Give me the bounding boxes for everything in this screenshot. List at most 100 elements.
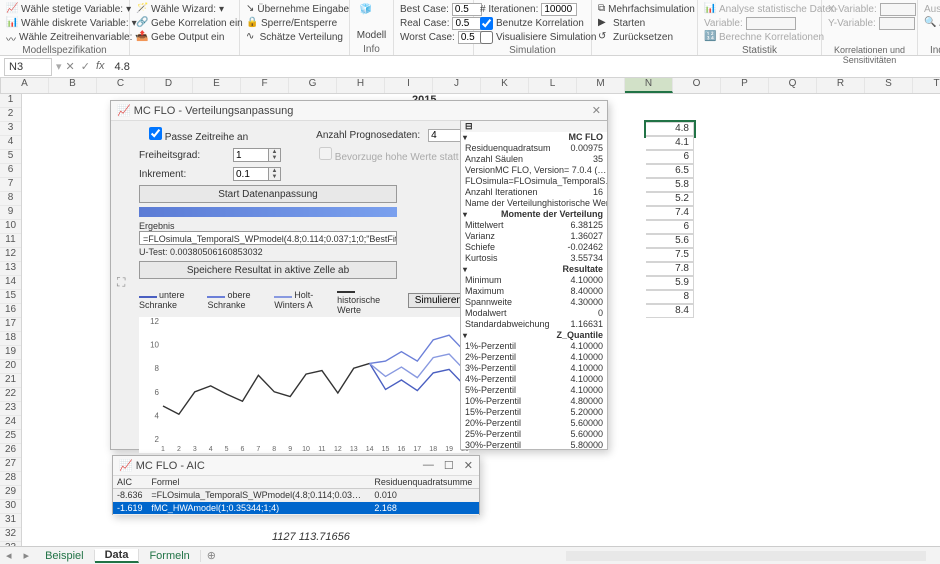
hscroll[interactable] — [566, 551, 926, 561]
ergebnis-output: =FLOsimula_TemporalS_WPmodel(4.8;0.114;0… — [139, 231, 397, 245]
col-T[interactable]: T — [913, 78, 940, 93]
svg-text:12: 12 — [334, 446, 342, 453]
cell-N14[interactable]: 5.9 — [646, 276, 694, 290]
minimize-icon[interactable]: — — [423, 459, 434, 472]
tab-add[interactable]: ⊕ — [201, 549, 222, 562]
col-S[interactable]: S — [865, 78, 913, 93]
ribbon-zeitreihe[interactable]: 〰Wähle Zeitreihenvariable:▾ — [6, 30, 123, 44]
svg-text:13: 13 — [350, 446, 358, 453]
col-P[interactable]: P — [721, 78, 769, 93]
svg-text:18: 18 — [429, 446, 437, 453]
cell-N10[interactable]: 6 — [646, 220, 694, 234]
col-L[interactable]: L — [529, 78, 577, 93]
svg-text:10: 10 — [150, 341, 159, 350]
fx-icon[interactable]: fx — [96, 60, 105, 73]
benutze-korrelation-check[interactable] — [480, 17, 493, 30]
svg-text:12: 12 — [150, 317, 159, 326]
cell-N16[interactable]: 8.4 — [646, 304, 694, 318]
formula-value[interactable]: 4.8 — [115, 61, 130, 73]
name-box[interactable]: N3 — [4, 58, 52, 76]
svg-text:17: 17 — [413, 446, 421, 453]
col-C[interactable]: C — [97, 78, 145, 93]
table-row[interactable]: -8.636=FLOsimula_TemporalS_WPmodel(4.8;0… — [113, 489, 479, 502]
inkrement-input[interactable] — [233, 167, 269, 181]
speichere-resultat-button[interactable]: Speichere Resultat in aktive Zelle ab — [139, 261, 397, 279]
freiheitsgrad-input[interactable] — [233, 148, 269, 162]
play-icon: ▶ — [598, 17, 610, 29]
formula-bar: N3 ▾ ✕✓fx 4.8 — [0, 56, 940, 78]
expand-icon[interactable]: ⛶ — [117, 275, 125, 290]
cell-N3[interactable]: 4.8 — [646, 122, 694, 136]
svg-text:3: 3 — [193, 446, 197, 453]
ribbon-output-ein[interactable]: 📤Gebe Output ein — [136, 30, 233, 44]
cell-N8[interactable]: 5.2 — [646, 192, 694, 206]
bars-icon: 📊 — [6, 17, 18, 29]
col-O[interactable]: O — [673, 78, 721, 93]
table-row[interactable]: -1.619fMC_HWAmodel(1;0.35344;1;4)2.168 — [113, 502, 479, 515]
ribbon-korrelation-ein[interactable]: 🔗Gebe Korrelation ein — [136, 16, 233, 30]
col-E[interactable]: E — [193, 78, 241, 93]
cell-N7[interactable]: 5.8 — [646, 178, 694, 192]
start-datenanpassung-button[interactable]: Start Datenanpassung — [139, 185, 397, 203]
maximize-icon[interactable]: ☐ — [444, 459, 454, 472]
col-D[interactable]: D — [145, 78, 193, 93]
svg-text:6: 6 — [241, 446, 245, 453]
cell-N9[interactable]: 7.4 — [646, 206, 694, 220]
accept-icon[interactable]: ✓ — [81, 60, 90, 73]
svg-text:4: 4 — [155, 411, 160, 420]
info-panel: ⊟ MC FLO Residuenquadratsum0.00975Anzahl… — [460, 120, 608, 450]
cell-N4[interactable]: 4.1 — [646, 136, 694, 150]
col-A[interactable]: A — [1, 78, 49, 93]
ribbon-wizard[interactable]: 🪄Wähle Wizard:▾ — [136, 2, 233, 16]
svg-text:16: 16 — [398, 446, 406, 453]
tab-nav-next[interactable]: ▸ — [18, 549, 36, 562]
svg-text:11: 11 — [318, 446, 325, 453]
curve-icon: 📈 — [6, 3, 18, 15]
tab-nav-prev[interactable]: ◂ — [0, 549, 18, 562]
svg-text:10: 10 — [302, 446, 310, 453]
forecast-chart: 246810121234567891011121314151617181920 — [139, 317, 469, 453]
col-H[interactable]: H — [337, 78, 385, 93]
iterationen-input[interactable] — [541, 3, 577, 16]
cell-N15[interactable]: 8 — [646, 290, 694, 304]
col-B[interactable]: B — [49, 78, 97, 93]
col-F[interactable]: F — [241, 78, 289, 93]
cell-N13[interactable]: 7.8 — [646, 262, 694, 276]
col-G[interactable]: G — [289, 78, 337, 93]
ribbon-uebernehme[interactable]: ↘Übernehme Eingabe — [246, 2, 343, 16]
ribbon-diskrete[interactable]: 📊Wähle diskrete Variable:▾ — [6, 16, 123, 30]
ribbon-analyse-stat: 📊Analyse statistische Daten — [704, 2, 815, 16]
tab-beispiel[interactable]: Beispiel — [35, 550, 95, 562]
close-icon[interactable]: ✕ — [464, 459, 473, 472]
ribbon-stetige[interactable]: 📈Wähle stetige Variable:▾ — [6, 2, 123, 16]
col-R[interactable]: R — [817, 78, 865, 93]
svg-text:8: 8 — [155, 364, 160, 373]
ribbon-starten[interactable]: ▶Starten — [598, 16, 691, 30]
cancel-icon[interactable]: ✕ — [66, 60, 75, 73]
column-headers: ABCDEFGHIJKLMNOPQRST — [0, 78, 940, 94]
group-label: Modellspezifikation — [6, 44, 123, 57]
svg-text:7: 7 — [256, 446, 260, 453]
tab-data[interactable]: Data — [95, 549, 140, 563]
passe-zeitreihe-check[interactable] — [149, 127, 162, 140]
col-K[interactable]: K — [481, 78, 529, 93]
visualisiere-check[interactable] — [480, 31, 493, 44]
cell-N11[interactable]: 5.6 — [646, 234, 694, 248]
cell-N6[interactable]: 6.5 — [646, 164, 694, 178]
close-icon[interactable]: ✕ — [592, 104, 601, 117]
col-I[interactable]: I — [385, 78, 433, 93]
cell-N5[interactable]: 6 — [646, 150, 694, 164]
col-N[interactable]: N — [625, 78, 673, 93]
ribbon-mehrfach[interactable]: ⧉Mehrfachsimulation — [598, 2, 691, 16]
row-headers: 1234567891011121314151617181920212223242… — [0, 94, 22, 546]
ribbon-sperre[interactable]: 🔒Sperre/Entsperre — [246, 16, 343, 30]
svg-text:14: 14 — [366, 446, 374, 453]
tab-formeln[interactable]: Formeln — [139, 550, 200, 562]
ribbon-zuruecksetzen[interactable]: ↺Zurücksetzen — [598, 30, 691, 44]
col-Q[interactable]: Q — [769, 78, 817, 93]
cell-N12[interactable]: 7.5 — [646, 248, 694, 262]
ribbon-schaetze[interactable]: ∿Schätze Verteilung — [246, 30, 343, 44]
col-M[interactable]: M — [577, 78, 625, 93]
ribbon-modell[interactable]: 🧊Modell — [356, 2, 387, 43]
col-J[interactable]: J — [433, 78, 481, 93]
